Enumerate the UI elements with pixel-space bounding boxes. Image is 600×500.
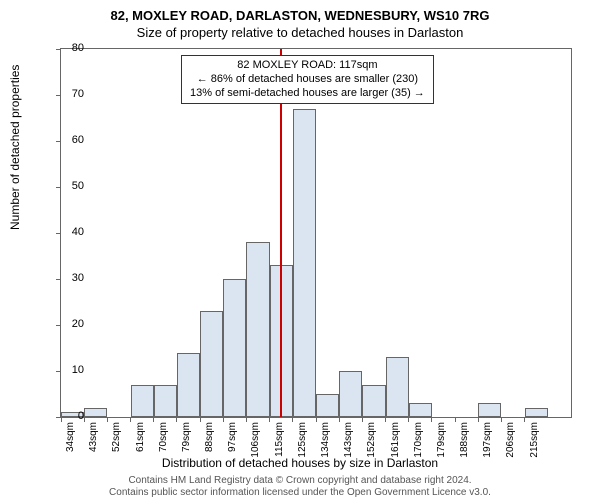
xtick-mark [269,417,270,422]
xtick-mark [408,417,409,422]
xtick-mark [292,417,293,422]
title-main: 82, MOXLEY ROAD, DARLASTON, WEDNESBURY, … [0,0,600,23]
annotation-line-2: ← 86% of detached houses are smaller (23… [190,73,425,87]
ytick-label: 0 [54,410,84,422]
xtick-mark [501,417,502,422]
ytick-label: 30 [54,272,84,284]
xtick-mark [316,417,317,422]
xtick-mark [478,417,479,422]
histogram-bar [154,385,177,417]
histogram-bar [131,385,154,417]
ytick-label: 20 [54,318,84,330]
ytick-label: 60 [54,134,84,146]
ytick-label: 40 [54,226,84,238]
chart-container: 82, MOXLEY ROAD, DARLASTON, WEDNESBURY, … [0,0,600,500]
histogram-bar [200,311,223,417]
ytick-label: 80 [54,42,84,54]
xtick-mark [246,417,247,422]
histogram-bar [293,109,316,417]
histogram-bar [223,279,246,417]
histogram-bar [409,403,432,417]
histogram-bar [316,394,339,417]
ytick-label: 50 [54,180,84,192]
xtick-mark [176,417,177,422]
xtick-mark [153,417,154,422]
xtick-mark [107,417,108,422]
xtick-mark [223,417,224,422]
xtick-mark [431,417,432,422]
xtick-mark [455,417,456,422]
ytick-label: 10 [54,364,84,376]
xtick-mark [524,417,525,422]
histogram-bar [362,385,385,417]
histogram-bar [246,242,269,417]
y-axis-label: Number of detached properties [8,65,22,230]
annotation-line-3: 13% of semi-detached houses are larger (… [190,87,425,101]
histogram-bar [386,357,409,417]
annotation-box: 82 MOXLEY ROAD: 117sqm← 86% of detached … [181,55,434,104]
xtick-mark [362,417,363,422]
footer-line-2: Contains public sector information licen… [0,487,600,498]
histogram-bar [478,403,501,417]
xtick-mark [339,417,340,422]
histogram-bar [84,408,107,417]
title-sub: Size of property relative to detached ho… [0,23,600,40]
xtick-mark [385,417,386,422]
xtick-mark [200,417,201,422]
x-axis-label: Distribution of detached houses by size … [0,456,600,470]
annotation-line-1: 82 MOXLEY ROAD: 117sqm [190,59,425,73]
histogram-bar [339,371,362,417]
histogram-bar [525,408,548,417]
plot-area: 34sqm43sqm52sqm61sqm70sqm79sqm88sqm97sqm… [60,48,572,418]
histogram-bar [177,353,200,417]
ytick-label: 70 [54,88,84,100]
xtick-mark [130,417,131,422]
footer-line-1: Contains HM Land Registry data © Crown c… [0,475,600,486]
